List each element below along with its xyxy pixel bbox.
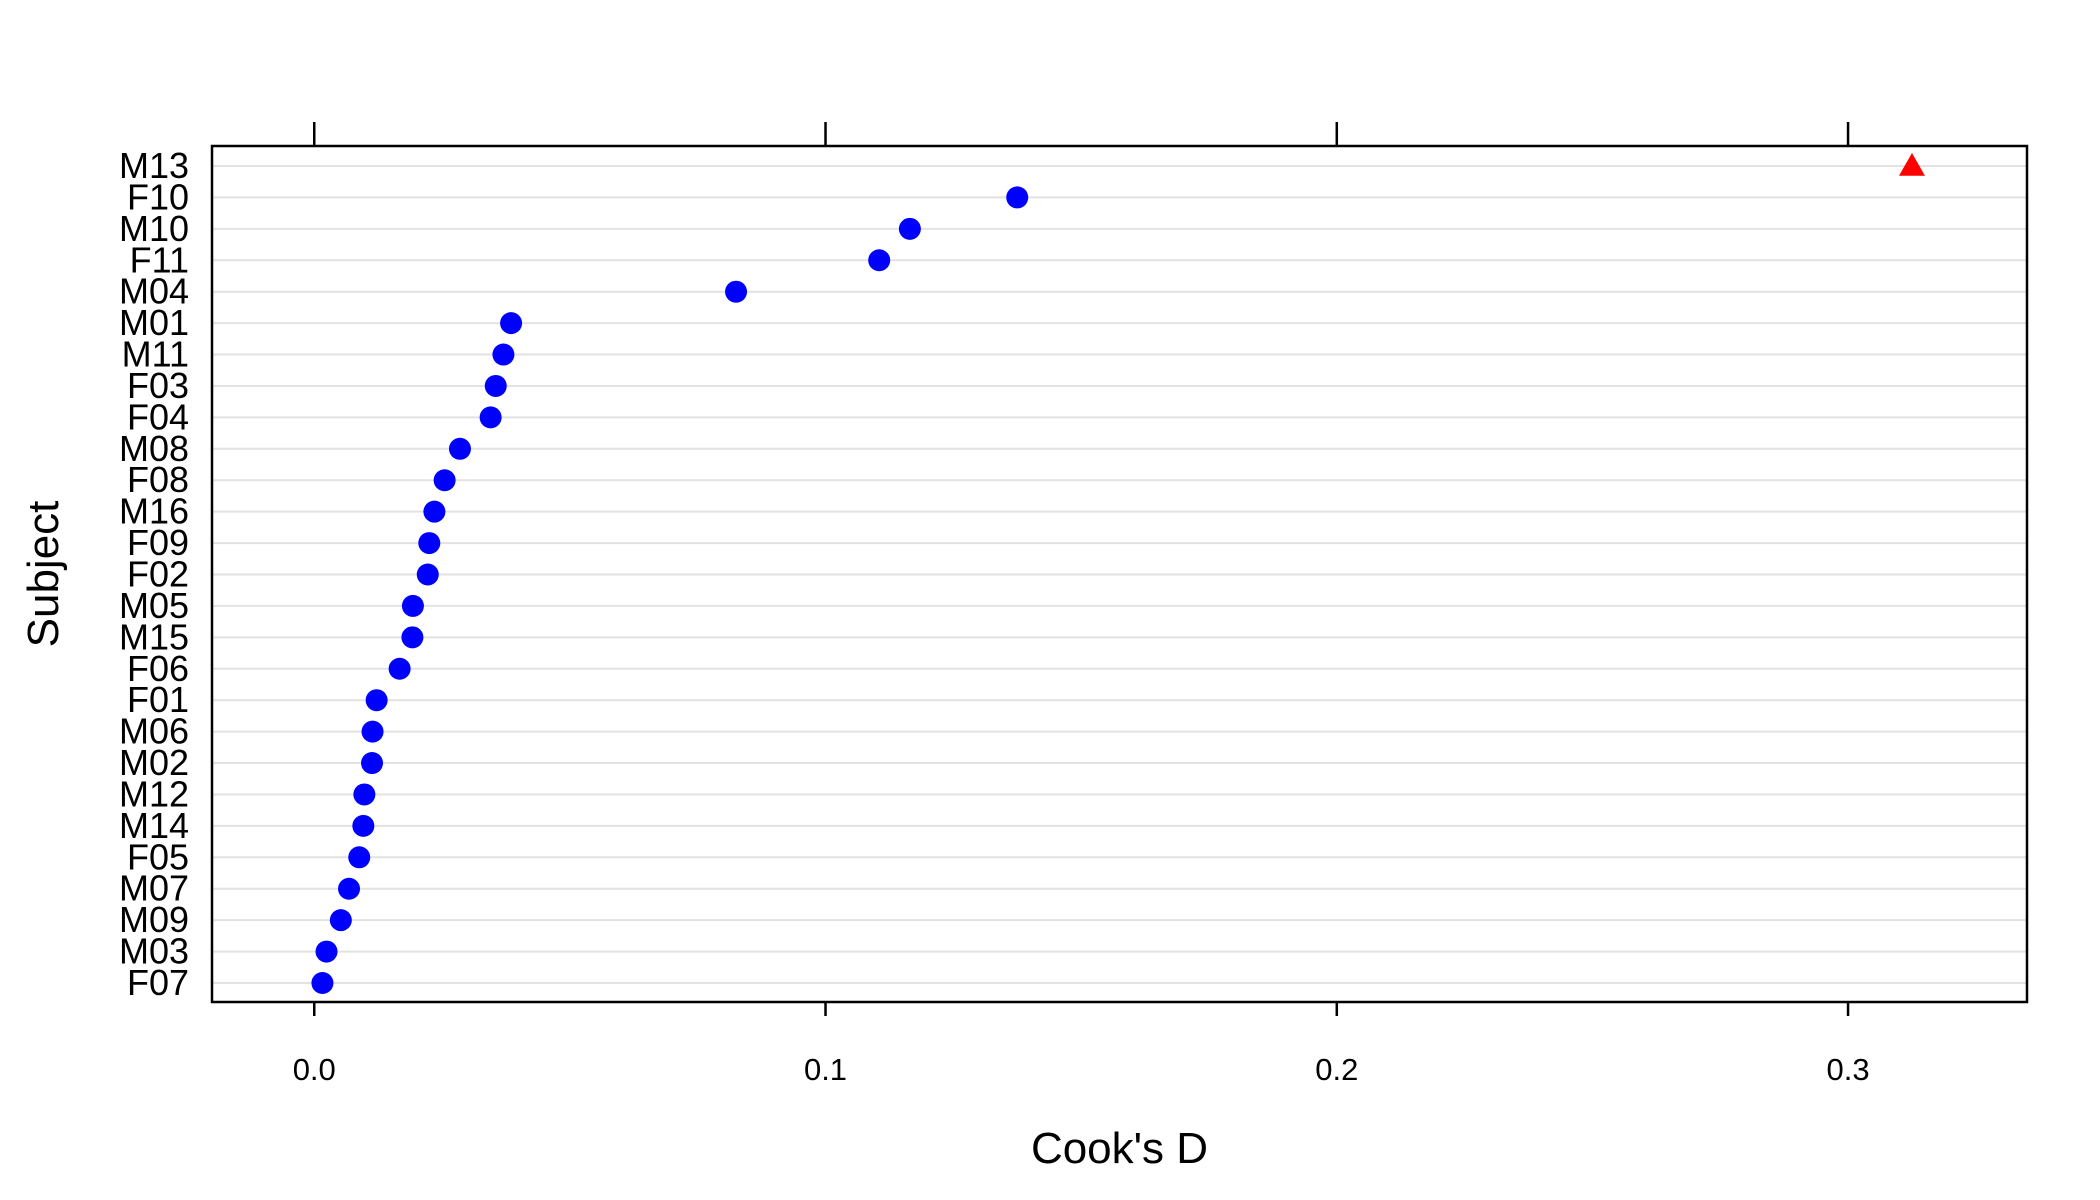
data-point: [484, 374, 507, 397]
x-tick-label: 0.0: [293, 1052, 336, 1087]
data-point: [352, 814, 375, 837]
data-point: [401, 626, 424, 649]
category-label: F08: [127, 459, 189, 500]
data-point: [329, 909, 352, 932]
data-point: [898, 217, 921, 240]
category-label: F06: [127, 648, 189, 689]
x-axis-title: Cook's D: [1031, 1124, 1208, 1173]
data-point: [500, 312, 523, 335]
y-axis-category-labels: M13F10M10F11M04M01M11F03F04M08F08M16F09F…: [119, 145, 189, 1003]
x-axis-ticks: 0.0 0.1 0.2 0.3: [293, 122, 1870, 1087]
data-point: [388, 657, 411, 680]
data-point: [418, 532, 441, 555]
category-label: F09: [127, 522, 189, 563]
category-label: M14: [119, 805, 189, 846]
category-label: M08: [119, 428, 189, 469]
grid-lines: [212, 165, 2027, 984]
data-point: [401, 594, 424, 617]
outlier-point: [1898, 153, 1925, 176]
data-point: [433, 469, 456, 492]
category-label: F02: [127, 554, 189, 595]
category-label: F04: [127, 396, 189, 437]
category-label: F01: [127, 679, 189, 720]
category-label: M05: [119, 585, 189, 626]
data-point: [1006, 186, 1029, 209]
plot-frame: [210, 144, 2029, 1004]
data-point: [416, 563, 439, 586]
data-point: [361, 752, 384, 775]
data-point: [315, 940, 338, 963]
data-point: [348, 846, 371, 869]
category-label: M15: [119, 616, 189, 657]
category-label: M10: [119, 208, 189, 249]
category-label: M11: [122, 334, 189, 375]
category-label: M01: [119, 302, 189, 343]
category-label: M07: [119, 868, 189, 909]
data-point: [311, 972, 334, 994]
data-point: [365, 689, 388, 712]
category-label: M02: [119, 742, 189, 783]
category-label: M03: [119, 931, 189, 972]
data-point: [448, 437, 471, 460]
category-label: M04: [119, 271, 189, 312]
x-tick-label: 0.3: [1827, 1052, 1870, 1087]
data-point: [423, 500, 446, 523]
category-label: F10: [127, 176, 189, 217]
data-point: [492, 343, 515, 366]
x-tick-label: 0.2: [1315, 1052, 1358, 1087]
category-label: M09: [119, 899, 189, 940]
category-label: M16: [119, 491, 189, 532]
y-axis-title: Subject: [19, 501, 68, 648]
x-tick-label: 0.1: [804, 1052, 847, 1087]
data-point: [361, 720, 384, 743]
category-label: M13: [119, 145, 189, 186]
data-point: [479, 406, 502, 429]
category-label: F11: [130, 239, 189, 280]
category-label: F05: [127, 836, 189, 877]
data-point: [725, 280, 748, 303]
category-label: M06: [119, 711, 189, 752]
category-label: F03: [127, 365, 189, 406]
data-point: [868, 249, 891, 272]
data-points: [311, 153, 1925, 994]
category-label: F07: [127, 962, 189, 1003]
category-label: M12: [119, 773, 189, 814]
data-point: [353, 783, 376, 806]
data-point: [338, 877, 361, 900]
